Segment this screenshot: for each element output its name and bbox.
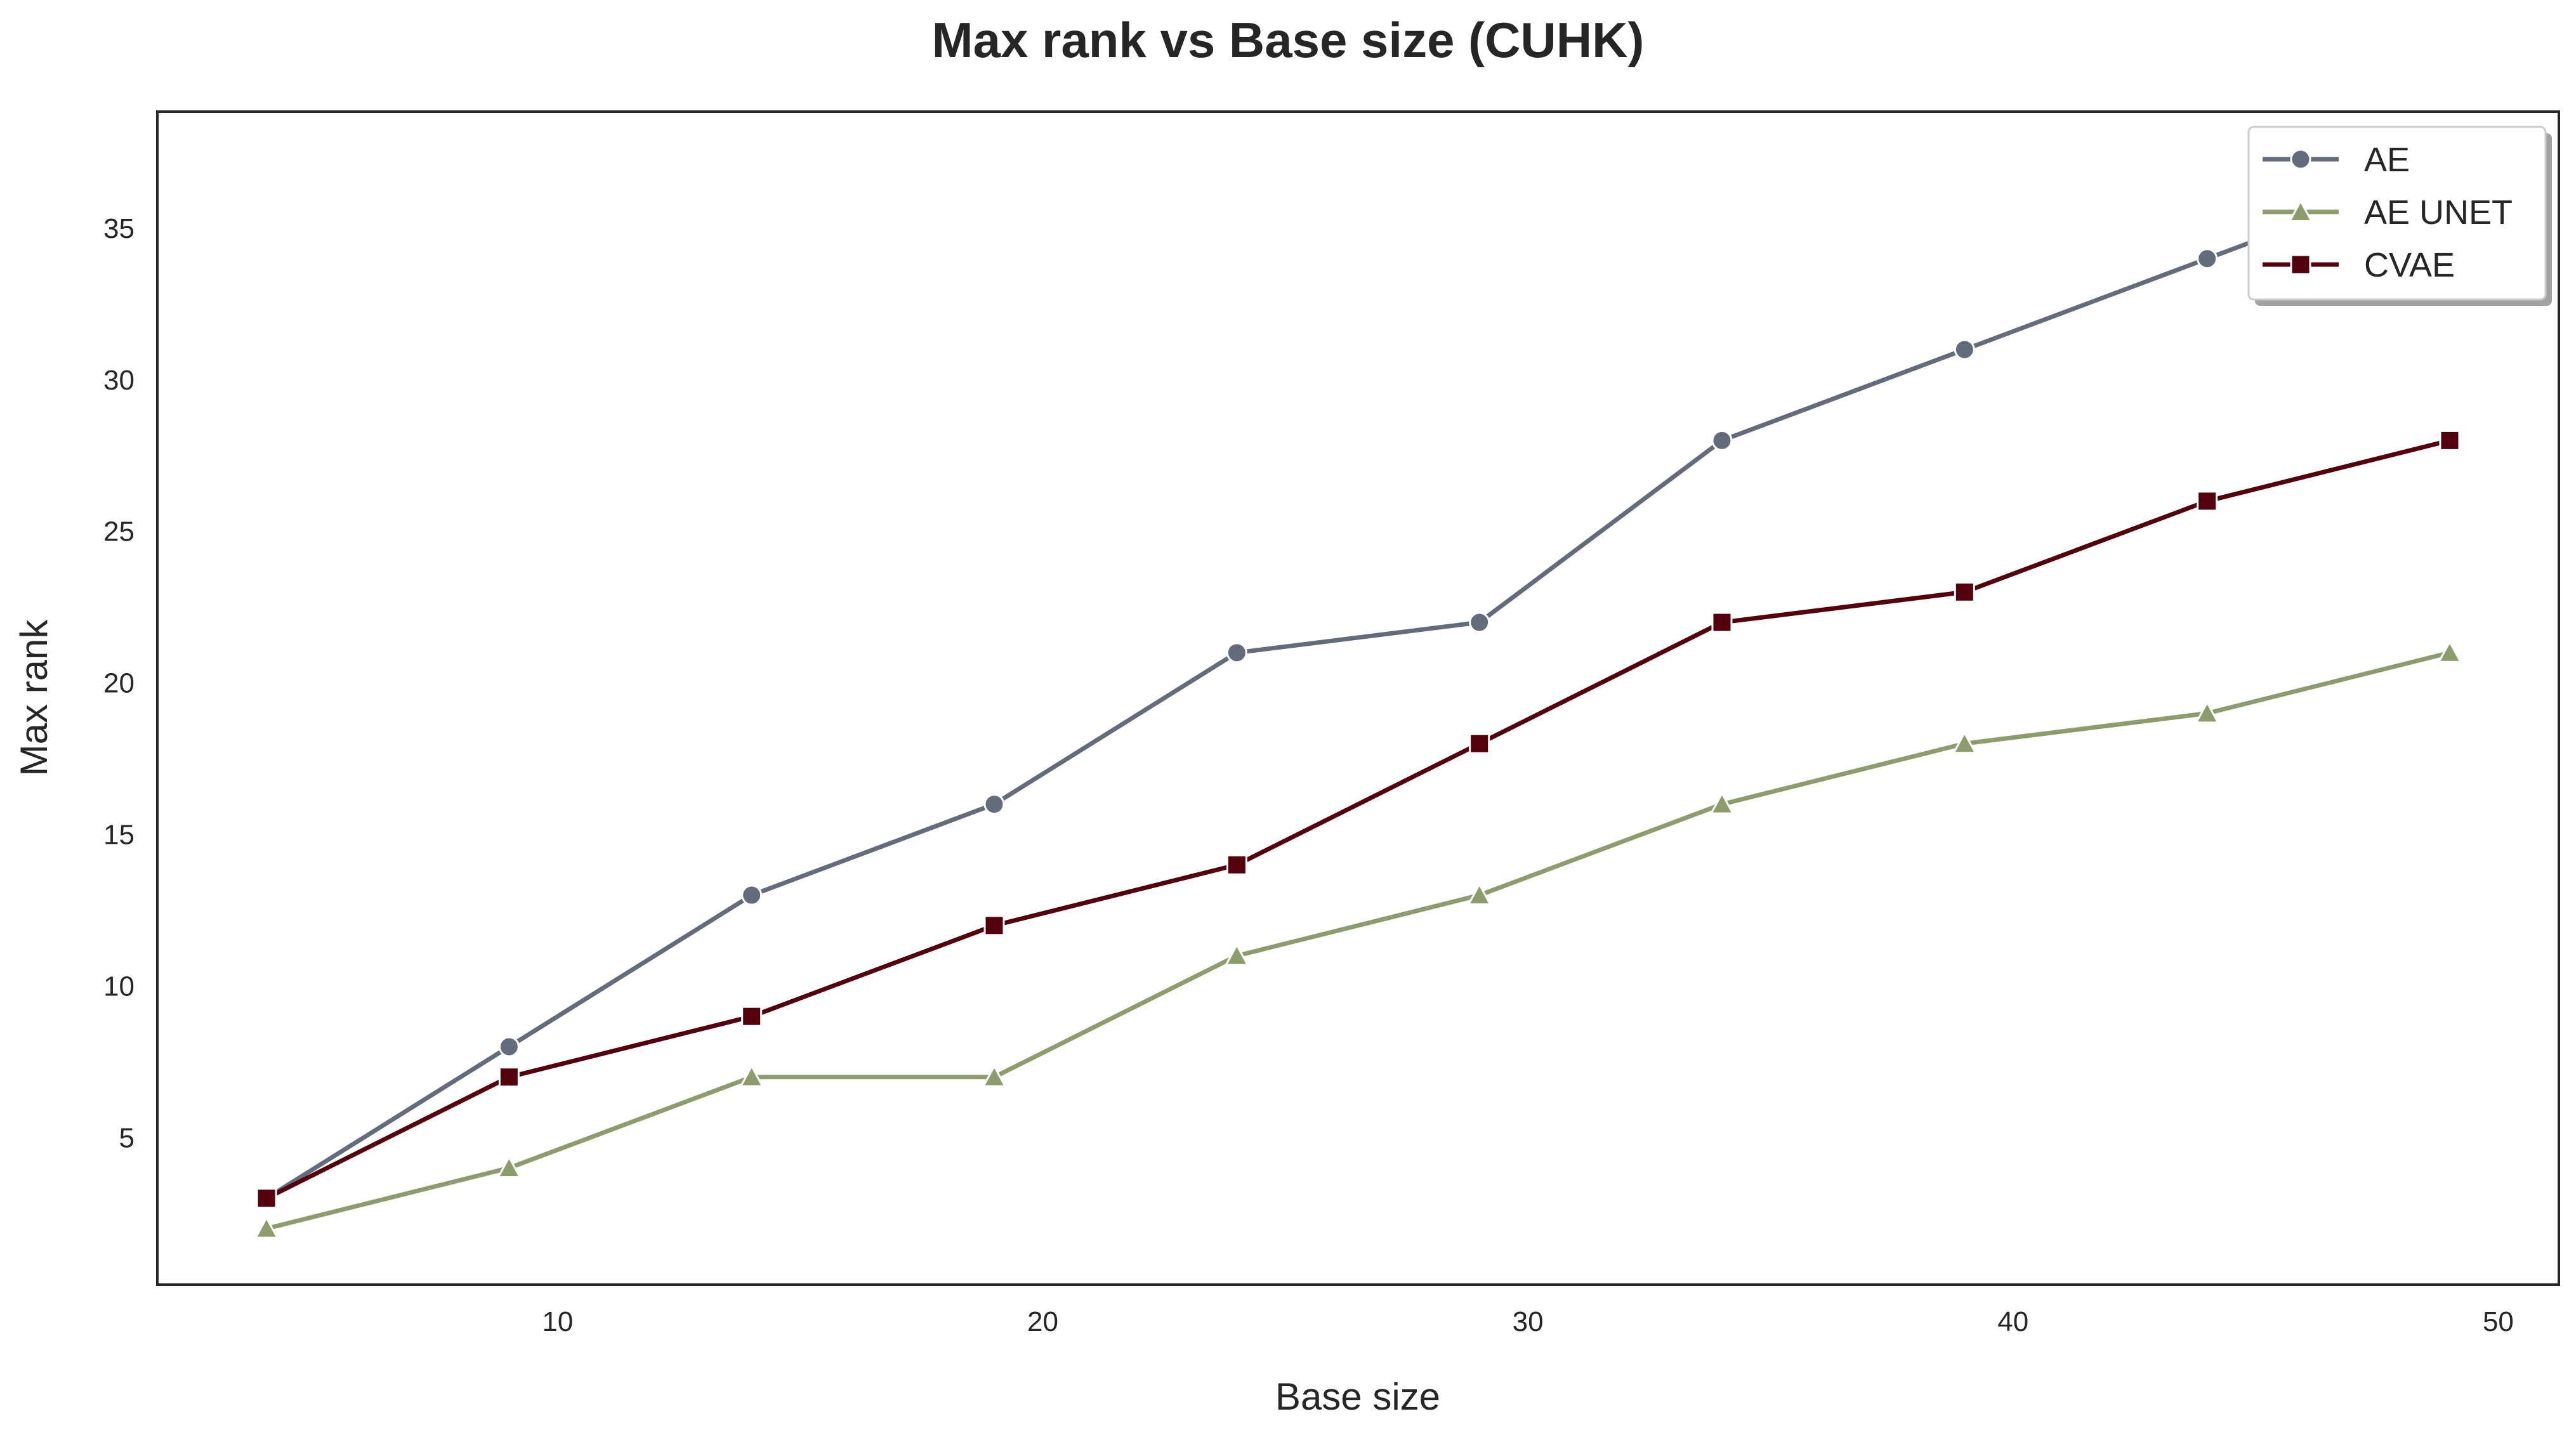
data-point	[498, 1036, 520, 1058]
x-tick-label: 20	[1027, 1306, 1058, 1337]
data-point	[2195, 700, 2220, 724]
data-point	[256, 1188, 277, 1209]
legend-item: AE UNET	[2263, 193, 2513, 232]
legend: AE AE UNET CVAE	[2247, 126, 2552, 306]
data-point	[1711, 429, 1733, 451]
data-point	[254, 1215, 279, 1239]
chart-title: Max rank vs Base size (CUHK)	[932, 12, 1645, 68]
legend-marker	[2290, 148, 2311, 170]
legend-marker	[2288, 199, 2313, 222]
x-tick-label: 40	[1997, 1306, 2028, 1337]
series-layer	[254, 157, 2462, 1239]
series-ae	[256, 157, 2461, 1209]
y-tick-label: 20	[103, 668, 135, 699]
data-point	[739, 1064, 765, 1087]
data-point	[1954, 339, 1975, 360]
data-point	[1226, 854, 1247, 875]
legend-item: CVAE	[2263, 246, 2455, 284]
data-point	[741, 1006, 763, 1027]
legend-marker	[2290, 254, 2311, 275]
series-ae-unet	[254, 639, 2462, 1239]
x-tick-label: 50	[2483, 1306, 2514, 1337]
y-tick-label: 10	[103, 971, 135, 1002]
y-tick-label: 15	[103, 820, 135, 851]
x-tick-label: 10	[542, 1306, 573, 1337]
data-point	[496, 1155, 522, 1179]
y-tick-label: 35	[103, 213, 135, 244]
data-point	[2197, 248, 2218, 270]
data-point	[2197, 490, 2218, 512]
data-point	[1954, 581, 1975, 603]
series-line	[264, 165, 2452, 1201]
data-point	[1469, 612, 1490, 633]
series-line	[264, 438, 2452, 1201]
data-point	[983, 794, 1005, 815]
data-point	[1952, 731, 1977, 754]
data-point	[498, 1066, 520, 1088]
y-tick-label: 5	[119, 1122, 135, 1153]
data-point	[1709, 791, 1735, 815]
x-tick-label: 30	[1513, 1306, 1544, 1337]
data-point	[2439, 429, 2461, 451]
legend-item: AE	[2263, 141, 2410, 179]
data-point	[741, 884, 763, 906]
y-axis-label: Max rank	[13, 619, 55, 776]
legend-label: AE UNET	[2364, 193, 2513, 232]
data-point	[983, 915, 1005, 936]
data-point	[2437, 639, 2462, 663]
data-point	[1469, 733, 1490, 754]
legend-label: CVAE	[2364, 246, 2455, 284]
legend-box	[2247, 126, 2547, 301]
plot-area	[156, 110, 2560, 1286]
y-tick-label: 25	[103, 516, 135, 547]
data-point	[982, 1064, 1007, 1087]
y-axis: 5 10 15 20 25 30 35	[103, 213, 135, 1153]
x-axis-label: Base size	[1275, 1375, 1440, 1418]
legend-label: AE	[2364, 141, 2410, 179]
y-tick-label: 30	[103, 365, 135, 396]
data-point	[1467, 882, 1492, 906]
data-point	[1226, 642, 1247, 664]
x-axis: 10 20 30 40 50	[542, 1306, 2514, 1337]
data-point	[1711, 612, 1733, 633]
series-cvae	[256, 429, 2461, 1209]
data-point	[1224, 943, 1249, 966]
series-line	[264, 650, 2452, 1231]
